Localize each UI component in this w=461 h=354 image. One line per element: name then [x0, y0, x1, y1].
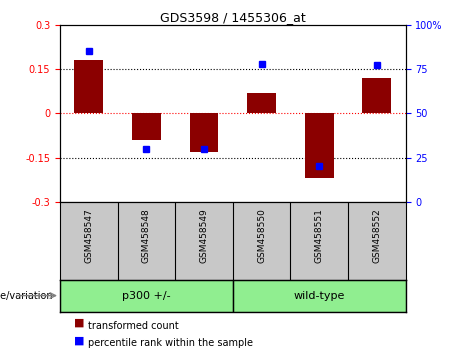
Bar: [74, 60, 103, 113]
Text: p300 +/-: p300 +/-: [122, 291, 171, 301]
Bar: [362, 78, 391, 113]
Text: ■: ■: [74, 335, 84, 346]
Bar: [305, 113, 334, 178]
Text: ■: ■: [74, 318, 84, 328]
Bar: [247, 93, 276, 113]
Text: transformed count: transformed count: [88, 321, 178, 331]
Text: GSM458552: GSM458552: [372, 208, 381, 263]
Text: GSM458548: GSM458548: [142, 208, 151, 263]
Text: wild-type: wild-type: [294, 291, 345, 301]
Bar: [132, 113, 161, 140]
Text: GSM458551: GSM458551: [315, 208, 324, 263]
Text: percentile rank within the sample: percentile rank within the sample: [88, 338, 253, 348]
Bar: [233, 280, 406, 312]
Text: GSM458547: GSM458547: [84, 208, 93, 263]
Title: GDS3598 / 1455306_at: GDS3598 / 1455306_at: [160, 11, 306, 24]
Text: genotype/variation: genotype/variation: [0, 291, 53, 301]
Text: GSM458549: GSM458549: [200, 208, 208, 263]
Bar: [189, 113, 219, 152]
Bar: [60, 280, 233, 312]
Text: GSM458550: GSM458550: [257, 208, 266, 263]
